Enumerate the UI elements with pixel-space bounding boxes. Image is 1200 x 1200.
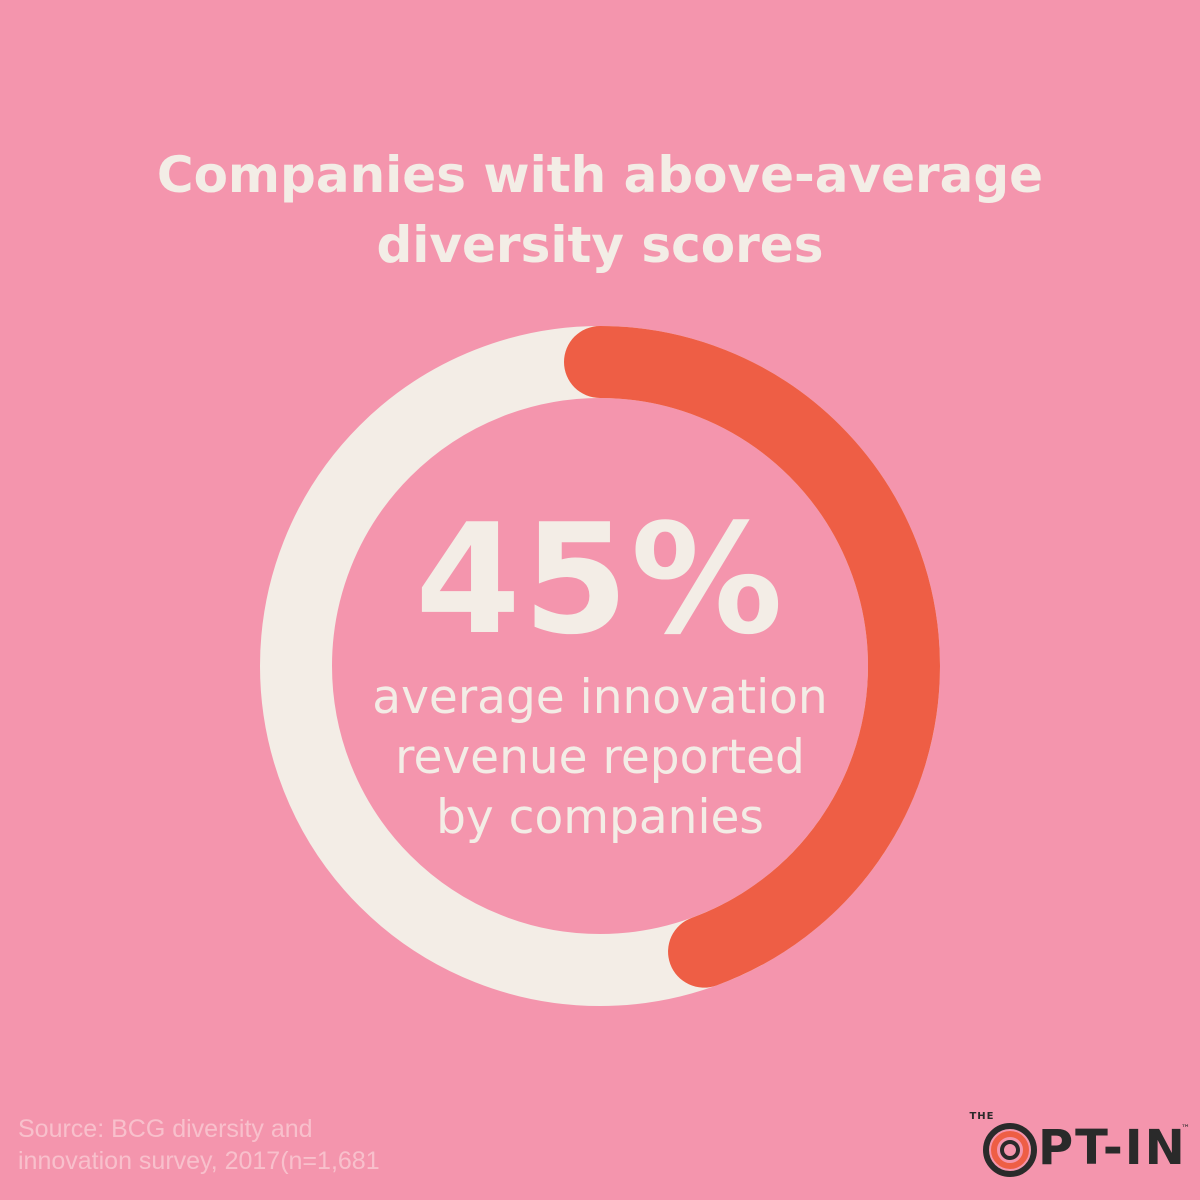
caption-line-1: average innovation bbox=[372, 670, 828, 725]
center-caption: average innovation revenue reported by c… bbox=[0, 668, 1200, 848]
page-title: Companies with above-average diversity s… bbox=[0, 140, 1200, 280]
source-line-1: Source: BCG diversity and bbox=[18, 1115, 313, 1143]
title-line-1: Companies with above-average bbox=[156, 146, 1044, 204]
center-value-label: 45% bbox=[415, 491, 785, 668]
opt-in-logo: THE PT-IN ™ bbox=[968, 1108, 1190, 1188]
donut-segment-value bbox=[260, 326, 940, 1006]
source-note: Source: BCG diversity and innovation sur… bbox=[18, 1113, 380, 1177]
logo-trademark: ™ bbox=[1181, 1124, 1190, 1134]
opt-in-logo-icon bbox=[983, 1123, 1037, 1177]
logo-text: PT-IN bbox=[1038, 1120, 1187, 1176]
caption-line-2: revenue reported bbox=[395, 730, 805, 785]
logo-the: THE bbox=[969, 1111, 995, 1122]
title-line-2: diversity scores bbox=[376, 216, 824, 274]
source-line-2: innovation survey, 2017(n=1,681 bbox=[18, 1147, 380, 1175]
donut-chart bbox=[260, 326, 940, 1006]
caption-line-3: by companies bbox=[436, 790, 764, 845]
